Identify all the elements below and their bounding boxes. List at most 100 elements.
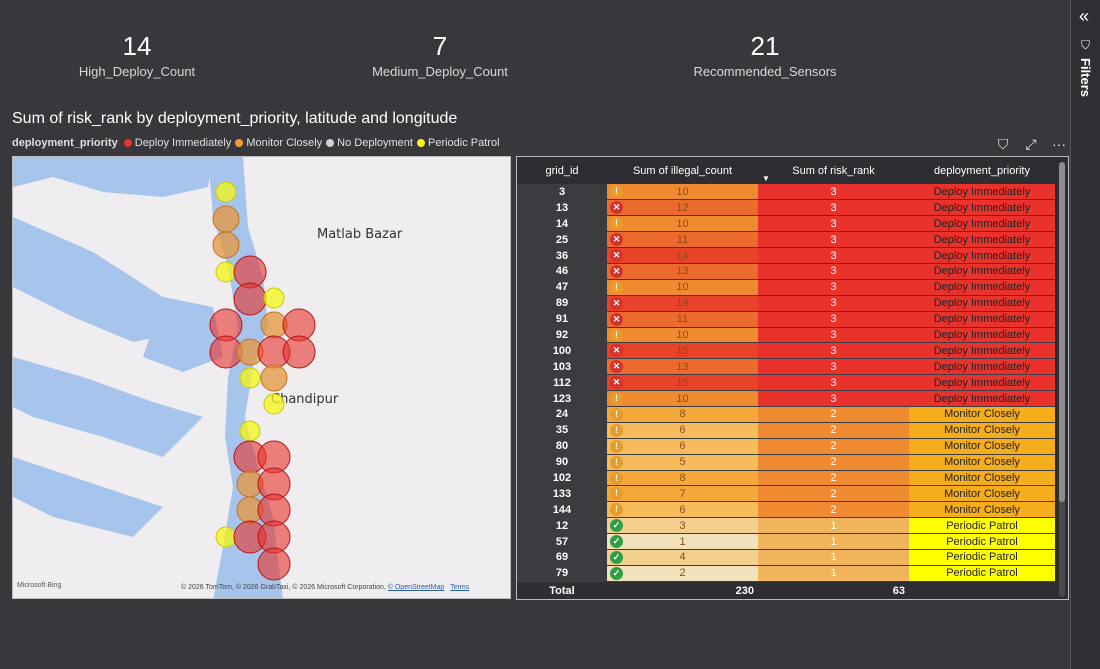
- legend-item[interactable]: Deploy Immediately: [123, 137, 231, 149]
- table-row[interactable]: 100 ✕ 15 3 Deploy Immediately: [517, 342, 1055, 360]
- sort-descending-icon[interactable]: ▼: [762, 174, 770, 183]
- total-illegal: 230: [607, 581, 758, 599]
- column-header-illegal-count[interactable]: Sum of illegal_count: [607, 157, 758, 184]
- cell-illegal-count: ! 10: [607, 390, 758, 407]
- table-row[interactable]: 47! 10 3 Deploy Immediately: [517, 279, 1055, 296]
- table-row[interactable]: 35! 6 2 Monitor Closely: [517, 422, 1055, 439]
- cell-value: 10: [676, 281, 689, 294]
- map-bubbles[interactable]: [13, 157, 511, 599]
- cell-deployment-priority: Deploy Immediately: [909, 390, 1055, 407]
- legend-item[interactable]: Periodic Patrol: [416, 137, 500, 149]
- cell-grid-id: 102: [517, 470, 607, 487]
- more-options-icon[interactable]: ···: [1052, 136, 1066, 152]
- legend: deployment_priority Deploy Immediately M…: [12, 137, 504, 149]
- cell-illegal-count: ! 8: [607, 470, 758, 487]
- table-row[interactable]: 133! 7 2 Monitor Closely: [517, 485, 1055, 503]
- legend-dot: [416, 139, 425, 147]
- focus-mode-icon[interactable]: ⤢: [1025, 136, 1037, 152]
- cell-risk-rank: 3: [758, 342, 909, 360]
- cell-illegal-count: ! 10: [607, 327, 758, 344]
- table-visual[interactable]: grid_id Sum of illegal_count Sum of risk…: [516, 156, 1069, 600]
- column-header-risk-rank[interactable]: Sum of risk_rank: [758, 157, 909, 184]
- table-row[interactable]: 12 ✓ 3 1 Periodic Patrol: [517, 517, 1055, 535]
- kpi-label: Medium_Deploy_Count: [372, 64, 508, 79]
- cell-value: 12: [676, 201, 689, 214]
- cell-value: 14: [676, 297, 689, 310]
- table-scrollbar[interactable]: [1059, 162, 1065, 597]
- table-row[interactable]: 102! 8 2 Monitor Closely: [517, 470, 1055, 487]
- table-row[interactable]: 80! 6 2 Monitor Closely: [517, 438, 1055, 455]
- cell-risk-rank: 3: [758, 215, 909, 233]
- cell-grid-id: 24: [517, 406, 607, 423]
- table-row[interactable]: 91 ✕ 11 3 Deploy Immediately: [517, 311, 1055, 328]
- cell-risk-rank: 2: [758, 406, 909, 423]
- filter-icon[interactable]: ⛉: [997, 136, 1009, 152]
- filters-label[interactable]: Filters: [1078, 58, 1093, 98]
- column-header-deployment-priority[interactable]: deployment_priority: [909, 157, 1055, 184]
- legend-item[interactable]: No Deployment: [326, 137, 413, 149]
- cell-illegal-count: ✓ 3: [607, 517, 758, 535]
- cell-value: 10: [676, 185, 689, 198]
- table-row[interactable]: 57 ✓ 1 1 Periodic Patrol: [517, 533, 1055, 550]
- map-bubble: [263, 287, 285, 309]
- map-bubble: [215, 181, 237, 203]
- kpi-recommended-sensors: 21 Recommended_Sensors: [665, 30, 865, 79]
- cell-deployment-priority: Deploy Immediately: [909, 342, 1055, 360]
- table-row[interactable]: 79 ✓ 2 1 Periodic Patrol: [517, 565, 1055, 582]
- terms-link[interactable]: Terms: [450, 584, 470, 591]
- funnel-icon: ⛉: [1081, 38, 1091, 52]
- check-icon: ✓: [610, 550, 623, 564]
- cell-value: 13: [676, 265, 689, 278]
- table-row[interactable]: 13 ✕ 12 3 Deploy Immediately: [517, 199, 1055, 217]
- cell-illegal-count: ✕ 13: [607, 358, 758, 376]
- table-row[interactable]: 3! 10 3 Deploy Immediately: [517, 184, 1055, 201]
- cell-value: 11: [676, 233, 689, 246]
- cell-grid-id: 100: [517, 342, 607, 360]
- cell-value: 6: [679, 424, 686, 437]
- cell-grid-id: 92: [517, 327, 607, 344]
- cell-grid-id: 46: [517, 263, 607, 280]
- cell-grid-id: 112: [517, 374, 607, 392]
- cell-grid-id: 103: [517, 358, 607, 376]
- legend-item[interactable]: Monitor Closely: [235, 137, 322, 149]
- cell-illegal-count: ✕ 11: [607, 311, 758, 328]
- table-row[interactable]: 123! 10 3 Deploy Immediately: [517, 390, 1055, 407]
- table-row[interactable]: 89 ✕ 14 3 Deploy Immediately: [517, 295, 1055, 312]
- cell-risk-rank: 3: [758, 358, 909, 376]
- map-copyright: © 2026 TomTom, © 2026 GrabTaxi, © 2026 M…: [181, 584, 469, 591]
- cell-risk-rank: 3: [758, 374, 909, 392]
- map-bubble: [212, 205, 240, 233]
- table-row[interactable]: 36 ✕ 14 3 Deploy Immediately: [517, 247, 1055, 264]
- column-header-grid-id[interactable]: grid_id: [517, 157, 607, 184]
- cross-icon: ✕: [610, 312, 623, 326]
- table-row[interactable]: 90! 5 2 Monitor Closely: [517, 454, 1055, 471]
- table-row[interactable]: 25 ✕ 11 3 Deploy Immediately: [517, 231, 1055, 249]
- map-label-matlab-bazar: Matlab Bazar: [317, 227, 403, 242]
- table-row[interactable]: 69 ✓ 4 1 Periodic Patrol: [517, 549, 1055, 566]
- table-row[interactable]: 103 ✕ 13 3 Deploy Immediately: [517, 358, 1055, 376]
- cell-deployment-priority: Deploy Immediately: [909, 358, 1055, 376]
- map-visual[interactable]: Matlab Bazar Chandipur: [12, 156, 511, 599]
- table-row[interactable]: 144! 6 2 Monitor Closely: [517, 501, 1055, 519]
- visual-toolbar: ⛉ ⤢ ···: [994, 136, 1068, 153]
- kpi-label: High_Deploy_Count: [78, 64, 196, 79]
- cell-value: 5: [679, 456, 686, 469]
- table-row[interactable]: 46 ✕ 13 3 Deploy Immediately: [517, 263, 1055, 280]
- cell-value: 14: [676, 249, 689, 262]
- double-chevron-icon[interactable]: «: [1079, 6, 1090, 26]
- cell-risk-rank: 2: [758, 485, 909, 503]
- scroll-thumb[interactable]: [1059, 162, 1065, 502]
- table-row[interactable]: 14! 10 3 Deploy Immediately: [517, 215, 1055, 233]
- table-row[interactable]: 92! 10 3 Deploy Immediately: [517, 327, 1055, 344]
- table-row[interactable]: 112 ✕ 15 3 Deploy Immediately: [517, 374, 1055, 392]
- filters-pane[interactable]: « ⛉ Filters: [1070, 0, 1100, 669]
- copyright-text: © 2026 TomTom, © 2026 GrabTaxi, © 2026 M…: [181, 584, 388, 591]
- cell-illegal-count: ! 10: [607, 184, 758, 201]
- cell-illegal-count: ! 5: [607, 454, 758, 471]
- cell-deployment-priority: Monitor Closely: [909, 454, 1055, 471]
- osm-link[interactable]: © OpenStreetMap: [387, 584, 445, 591]
- cell-risk-rank: 1: [758, 549, 909, 566]
- table-row[interactable]: 24! 8 2 Monitor Closely: [517, 406, 1055, 423]
- cell-value: 6: [679, 503, 686, 516]
- cell-risk-rank: 3: [758, 263, 909, 280]
